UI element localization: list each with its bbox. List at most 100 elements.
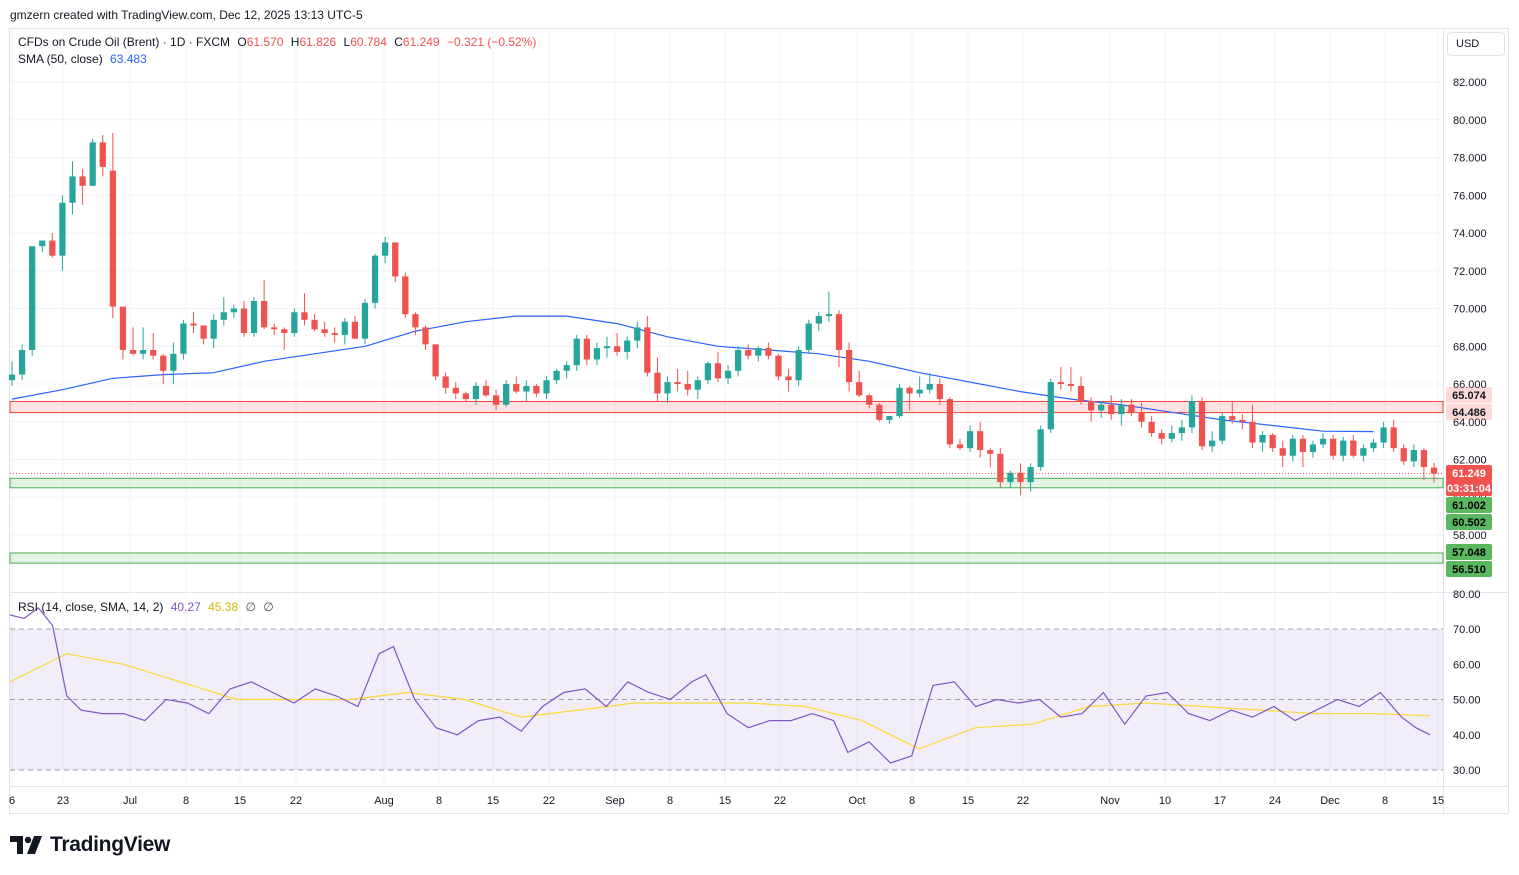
candle-body	[704, 363, 711, 381]
candle	[160, 353, 167, 384]
price-axis-label-bg	[1446, 465, 1492, 481]
tradingview-logo-text: TradingView	[50, 833, 171, 856]
candle	[644, 316, 651, 377]
candle-body	[1340, 440, 1347, 456]
price-tick-label: 82.000	[1453, 77, 1487, 89]
candle	[513, 376, 520, 394]
time-tick-label: Dec	[1320, 795, 1340, 807]
candle-body	[109, 170, 116, 307]
candle	[210, 314, 217, 349]
candle-body	[644, 327, 651, 373]
candle	[765, 342, 772, 360]
candle-body	[1259, 434, 1266, 443]
candle	[291, 308, 298, 337]
candle	[402, 272, 409, 318]
sma-line	[11, 315, 1374, 433]
candle-body	[1430, 467, 1438, 474]
candle-body	[583, 338, 590, 360]
time-tick-label: 8	[1382, 795, 1388, 807]
candle-body	[1017, 472, 1024, 483]
candle-body	[795, 350, 802, 381]
candle	[1118, 399, 1125, 426]
price-tick-label: 72.000	[1453, 266, 1487, 278]
candle-body	[664, 382, 671, 394]
candle	[1198, 397, 1206, 451]
candle	[1077, 376, 1085, 405]
rsi-legend: RSI (14, close, SMA, 14, 2) 40.27 45.38 …	[18, 600, 278, 614]
candle	[1239, 414, 1246, 430]
candle	[1400, 444, 1407, 466]
candle-body	[210, 319, 217, 339]
open-label: O	[237, 35, 247, 49]
tradingview-logo[interactable]: TradingView	[10, 833, 170, 857]
candle-body	[59, 202, 66, 256]
candle-body	[18, 350, 26, 375]
low-label: L	[343, 35, 351, 49]
candle	[1309, 440, 1317, 458]
time-tick-label: 10	[1159, 795, 1171, 807]
candle-body	[966, 431, 974, 449]
candle	[1370, 438, 1377, 452]
candle-body	[694, 380, 701, 390]
price-tick-label: 66.000	[1453, 379, 1487, 391]
candle	[926, 372, 933, 394]
candle-body	[371, 255, 379, 303]
candle	[977, 421, 984, 458]
candle	[301, 293, 308, 326]
close-value: 61.249	[402, 35, 440, 49]
candle	[1178, 419, 1185, 441]
price-axis-label: 61.249	[1452, 468, 1486, 480]
symbol-name[interactable]: CFDs on Crude Oil (Brent) · 1D · FXCM	[18, 35, 231, 49]
candle	[1017, 463, 1024, 496]
sma-label[interactable]: SMA (50, close)	[18, 52, 103, 66]
price-axis-label: 61.002	[1452, 500, 1486, 512]
time-tick-label: 24	[1269, 795, 1281, 807]
time-tick-label: Nov	[1100, 795, 1120, 807]
candle-body	[1178, 427, 1185, 434]
candle	[69, 161, 76, 215]
candle	[1360, 444, 1367, 462]
candle	[1158, 429, 1165, 445]
candle-body	[866, 395, 873, 405]
candle	[815, 312, 822, 332]
candle-body	[684, 384, 691, 390]
candle-body	[79, 176, 86, 186]
high-label: H	[290, 35, 300, 49]
candle	[1390, 419, 1397, 452]
candle	[583, 334, 590, 366]
tradingview-logo-icon	[10, 836, 42, 854]
candle	[180, 319, 187, 360]
candle	[593, 342, 601, 366]
price-axis-label: 64.486	[1452, 407, 1486, 419]
price-tick-label: 68.000	[1453, 341, 1487, 353]
candle-body	[513, 384, 520, 392]
candle	[664, 376, 671, 403]
price-tick-label: 78.000	[1453, 153, 1487, 165]
rsi-tick-label: 50.00	[1453, 695, 1481, 707]
price-tick-label: 62.000	[1453, 455, 1487, 467]
candle	[311, 314, 318, 332]
candle-body	[1269, 434, 1276, 449]
rsi-label[interactable]: RSI (14, close, SMA, 14, 2)	[18, 600, 164, 614]
candle	[1330, 434, 1337, 460]
candle-body	[1128, 404, 1135, 413]
high-value: 61.826	[299, 35, 337, 49]
main-legend: CFDs on Crude Oil (Brent) · 1D · FXCM O 6…	[18, 35, 540, 49]
candle	[684, 370, 691, 396]
candle-body	[29, 246, 36, 351]
candle-body	[160, 355, 167, 371]
candle	[1128, 399, 1135, 417]
currency-button[interactable]: USD	[1447, 32, 1505, 56]
candle-body	[745, 350, 752, 356]
candle-body	[69, 176, 76, 203]
candle	[89, 138, 96, 186]
price-tick-label: 64.000	[1453, 417, 1487, 429]
candle-body	[129, 350, 137, 354]
candle	[472, 382, 480, 405]
candle	[775, 353, 782, 381]
candle-body	[805, 323, 812, 351]
candle	[392, 242, 399, 283]
candle	[99, 134, 106, 177]
candle	[543, 376, 550, 400]
